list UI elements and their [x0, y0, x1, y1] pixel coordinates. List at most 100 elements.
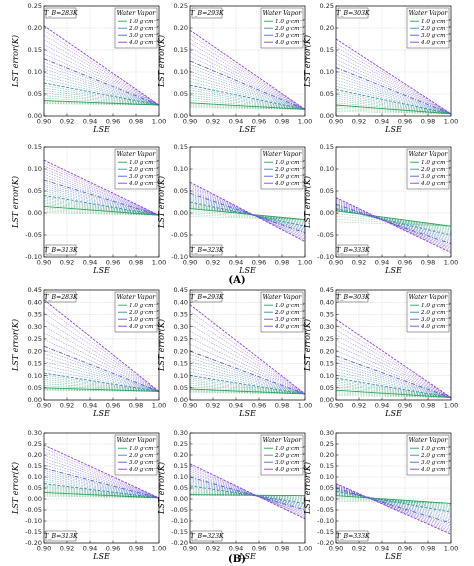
- y-tick-label: 0.00: [320, 209, 334, 217]
- legend-entry: 2.0 g·cm⁻²: [420, 166, 451, 173]
- y-tick-label: 0.45: [320, 286, 334, 294]
- fan-line: [335, 358, 452, 398]
- fan-line: [43, 49, 160, 106]
- tb-label: T_B=283K: [44, 291, 78, 303]
- series-line: [43, 345, 160, 392]
- legend-entry: 2.0 g·cm⁻²: [420, 309, 451, 316]
- x-tick-label: 0.92: [352, 545, 366, 553]
- fan-line: [43, 168, 160, 216]
- y-tick-label: 0.10: [320, 165, 334, 173]
- legend-entry: 2.0 g·cm⁻²: [274, 452, 305, 459]
- y-tick-label: 0.05: [320, 90, 334, 98]
- legend-entry: 3.0 g·cm⁻²: [129, 316, 159, 323]
- fan-line: [335, 501, 452, 504]
- y-tick-label: 0.15: [174, 46, 188, 54]
- fan-line: [43, 72, 160, 106]
- x-axis-label: LSE: [92, 266, 110, 275]
- fan-line: [189, 324, 306, 395]
- y-tick-label: 0.15: [320, 360, 334, 368]
- x-axis-label: LSE: [238, 552, 256, 561]
- part-label-b: (B): [228, 554, 246, 565]
- y-axis-label: LST error(K): [303, 176, 312, 229]
- y-tick-label: 0.25: [28, 335, 42, 343]
- x-tick-label: 0.94: [83, 402, 97, 410]
- series-line: [335, 389, 452, 399]
- x-tick-label: 1.00: [152, 118, 166, 126]
- series-line: [43, 159, 160, 216]
- fan-line: [43, 472, 160, 499]
- legend-entry: 4.0 g·cm⁻²: [128, 39, 159, 46]
- x-tick-label: 0.98: [129, 545, 143, 553]
- y-tick-label: -0.15: [317, 528, 334, 536]
- tb-label-text: T_B=333K: [336, 533, 370, 540]
- fan-line: [335, 102, 452, 115]
- series-line: [189, 350, 306, 395]
- series-line: [43, 25, 160, 106]
- fan-line: [189, 331, 306, 395]
- fan-line: [335, 59, 452, 115]
- chart-panel: 0.90 0.92 0.94 0.96 0.98 1.00 -0.20 -0.15 -0.10 -…: [11, 429, 166, 561]
- fan-line: [43, 186, 160, 216]
- tb-label-box: [191, 530, 223, 542]
- tb-label-box: [45, 291, 77, 303]
- series-line: [43, 299, 160, 392]
- fan-line: [189, 386, 306, 395]
- x-tick-label: 0.90: [183, 545, 197, 553]
- tb-label-box: [337, 291, 369, 303]
- fan-line: [43, 35, 160, 106]
- fan-line: [189, 92, 306, 110]
- fan-line: [335, 484, 452, 532]
- y-tick-label: 0.00: [174, 209, 188, 217]
- series-line: [189, 463, 306, 520]
- fan-line: [335, 79, 452, 115]
- y-tick-label: -0.10: [25, 253, 42, 261]
- series-line: [43, 372, 160, 392]
- y-tick-label: 0.30: [174, 323, 188, 331]
- chart-panel: 0.90 0.92 0.94 0.96 0.98 1.00 0.00 0.05 0.10 0.15…: [11, 2, 166, 134]
- fan-line: [335, 106, 452, 114]
- legend-entry: 4.0 g·cm⁻²: [274, 180, 305, 187]
- legend-entry: 1.0 g·cm⁻²: [421, 302, 451, 309]
- fan-line: [189, 74, 306, 110]
- fan-line: [43, 162, 160, 216]
- x-tick-label: 0.90: [183, 402, 197, 410]
- fan-line: [43, 381, 160, 392]
- y-tick-label: 0.15: [28, 143, 42, 151]
- legend-entry: 1.0 g·cm⁻²: [275, 302, 305, 309]
- fan-line: [335, 111, 452, 114]
- series-line: [189, 201, 306, 227]
- chart-panel: 0.90 0.92 0.94 0.96 0.98 1.00 0.00 0.05 0.10 0.15…: [11, 286, 166, 418]
- y-tick-label: -0.10: [171, 517, 188, 525]
- fan-lines: [335, 42, 452, 115]
- fan-line: [335, 386, 452, 398]
- y-axis-label: LST error(K): [303, 462, 312, 515]
- fan-line: [43, 478, 160, 499]
- fan-line: [335, 485, 452, 530]
- x-tick-label: 0.96: [252, 402, 266, 410]
- series-line: [189, 476, 306, 511]
- y-tick-label: 0.25: [320, 335, 334, 343]
- series-line: [189, 485, 306, 504]
- x-tick-label: 0.94: [375, 259, 389, 267]
- y-tick-label: 0.35: [28, 311, 42, 319]
- fan-line: [43, 357, 160, 392]
- fan-line: [43, 319, 160, 392]
- series-line: [189, 494, 306, 497]
- fan-line: [189, 481, 306, 507]
- fan-line: [43, 481, 160, 499]
- x-tick-label: 0.96: [252, 545, 266, 553]
- y-tick-label: 0.20: [28, 451, 42, 459]
- x-axis-label: LSE: [92, 552, 110, 561]
- y-tick-label: 0.35: [320, 311, 334, 319]
- fan-line: [43, 339, 160, 392]
- fan-line: [189, 381, 306, 395]
- legend-entry: 1.0 g·cm⁻²: [275, 18, 305, 25]
- tb-label: T_B=323K: [190, 530, 224, 542]
- x-tick-label: 0.94: [229, 402, 243, 410]
- series-line: [335, 483, 452, 535]
- fan-line: [189, 479, 306, 509]
- x-tick-label: 0.92: [352, 118, 366, 126]
- legend-title: Water Vapor: [117, 10, 157, 17]
